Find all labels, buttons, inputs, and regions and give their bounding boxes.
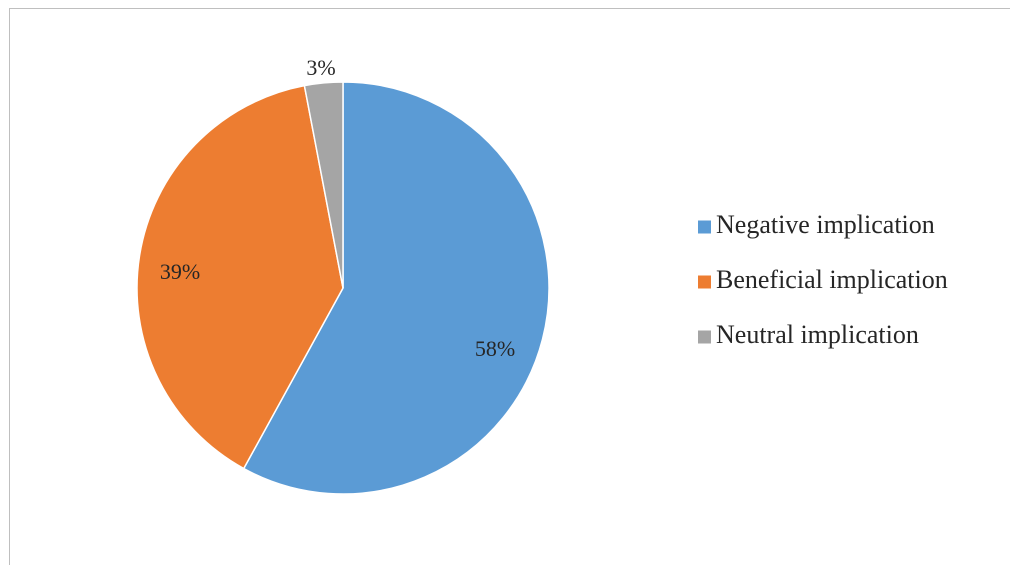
slice-label-beneficial-implication: 39% (160, 259, 200, 284)
pie-slice-neutral-implication (303, 81, 344, 289)
legend-swatch-beneficial-implication (698, 275, 711, 289)
legend-swatch-neutral-implication (698, 330, 711, 344)
pie-slices (136, 81, 550, 495)
slice-label-neutral-implication: 3% (306, 55, 335, 80)
legend-label-neutral-implication: Neutral implication (716, 320, 919, 349)
slice-label-negative-implication: 58% (475, 336, 515, 361)
pie-chart: 58% 39% 3% Negative implication Beneficial … (136, 55, 948, 495)
chart-area: 58% 39% 3% Negative implication Beneficial … (9, 8, 1010, 565)
legend-label-beneficial-implication: Beneficial implication (716, 265, 948, 294)
legend: Negative implication Beneficial implicati… (698, 210, 948, 349)
slice-labels: 58% 39% 3% (160, 55, 515, 361)
legend-swatch-negative-implication (698, 220, 711, 234)
legend-label-negative-implication: Negative implication (716, 210, 935, 239)
pie-slice-beneficial-implication (136, 84, 344, 470)
pie-slice-negative-implication (242, 81, 550, 495)
